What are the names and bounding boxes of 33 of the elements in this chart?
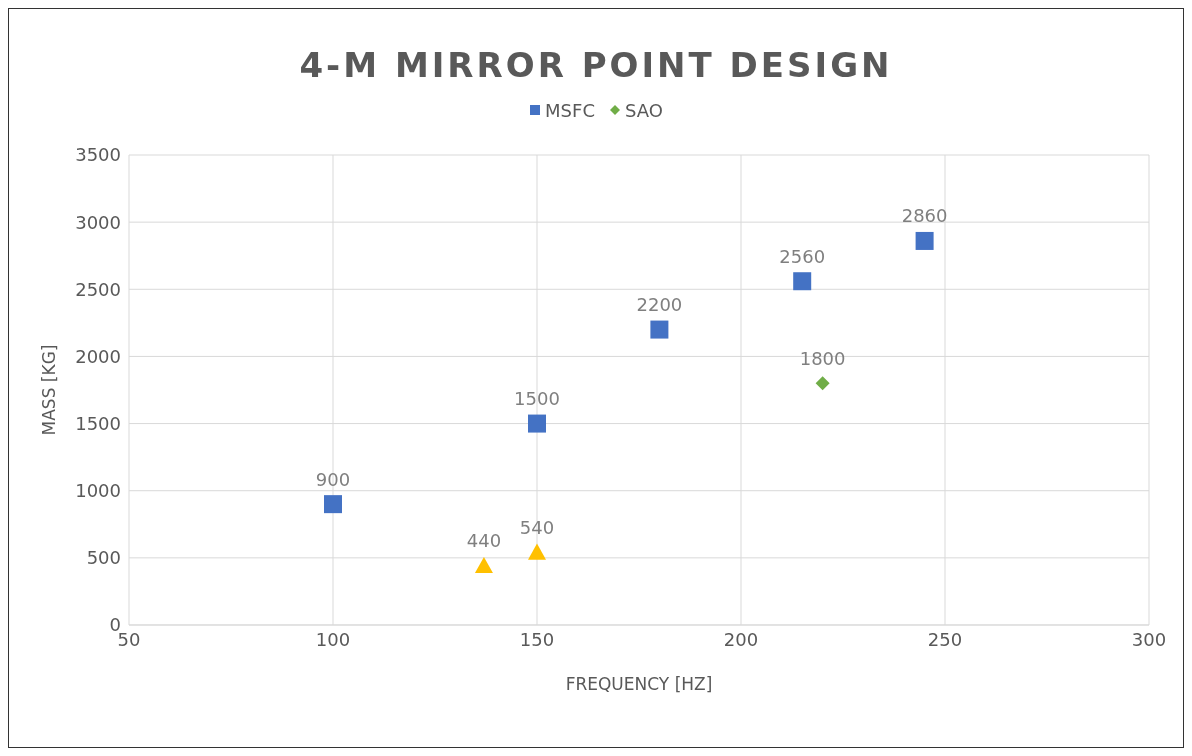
point (528, 543, 546, 560)
point (474, 556, 493, 574)
y-tick-label: 1000 (75, 480, 121, 502)
data-label: 2860 (901, 205, 948, 227)
x-tick-label: 300 (1131, 628, 1167, 650)
chart-title: 4-M MIRROR POINT DESIGN (298, 45, 894, 87)
x-tick-label: 200 (723, 628, 759, 650)
data-label: 440 (466, 530, 502, 552)
data-label: 1800 (799, 347, 846, 369)
legend-label: SAO (623, 99, 663, 121)
data-label: 900 (315, 468, 351, 490)
x-tick-label: 100 (315, 628, 351, 650)
y-tick-label: 2500 (75, 278, 121, 300)
point (650, 320, 669, 339)
y-tick-label: 3000 (75, 211, 121, 233)
point (528, 414, 546, 433)
x-tick-label: 150 (519, 628, 555, 650)
point (793, 272, 812, 291)
y-tick-label: 2000 (75, 345, 121, 367)
y-axis-title: MASS [KG] (39, 344, 60, 436)
y-tick-label: 1500 (75, 412, 121, 434)
y-tick-label: 3500 (75, 144, 121, 166)
point (815, 376, 830, 391)
x-axis-title: FREQUENCY [HZ] (565, 674, 713, 694)
legend-label: MSFC (544, 99, 595, 121)
y-tick-label: 500 (86, 547, 121, 569)
data-label: 2200 (636, 294, 683, 316)
data-label: 1500 (514, 388, 560, 410)
point (915, 231, 934, 250)
x-tick-label: 250 (927, 628, 963, 650)
point (324, 495, 342, 514)
data-label: 2560 (779, 245, 826, 267)
data-label: 540 (519, 516, 555, 538)
